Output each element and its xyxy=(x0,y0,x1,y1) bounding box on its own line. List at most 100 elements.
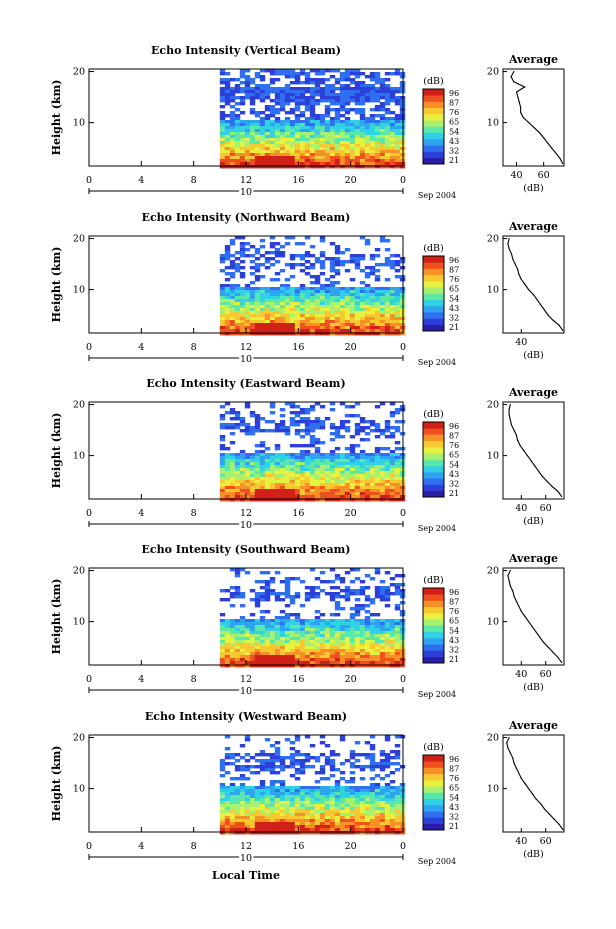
heatmap-cell xyxy=(234,305,241,309)
heatmap-cell xyxy=(229,813,236,817)
heatmap-cell xyxy=(329,762,336,766)
colorbar-swatch xyxy=(423,773,444,781)
heatmap-cell xyxy=(389,138,396,142)
heatmap-cell xyxy=(354,664,361,668)
date-label: Sep 2004 xyxy=(418,524,456,533)
heatmap-cell xyxy=(304,586,311,590)
heatmap-cell xyxy=(389,622,396,626)
heatmap-cell xyxy=(359,141,366,145)
heatmap-cell xyxy=(244,822,251,826)
heatmap-cell xyxy=(324,162,331,166)
heatmap-cell xyxy=(219,768,226,772)
heatmap-cell xyxy=(289,153,296,157)
heatmap-cell xyxy=(354,759,361,763)
heatmap-cell xyxy=(374,486,381,490)
heatmap-cell xyxy=(359,132,366,136)
heatmap-cell xyxy=(329,661,336,665)
heatmap-cell xyxy=(304,254,311,258)
heatmap-cell xyxy=(329,625,336,629)
heatmap-cell xyxy=(394,589,401,593)
heatmap-cell xyxy=(319,795,326,799)
heatmap-cell xyxy=(314,649,321,653)
heatmap-cell xyxy=(309,93,316,97)
profile-point xyxy=(509,752,511,754)
heatmap-cell xyxy=(334,492,341,496)
heatmap-cell xyxy=(299,631,306,635)
heatmap-cell xyxy=(364,290,371,294)
heatmap-cell xyxy=(254,631,261,635)
heatmap-cell xyxy=(294,429,301,433)
heatmap-cell xyxy=(269,652,276,656)
heatmap-cell xyxy=(229,153,236,157)
heatmap-cell xyxy=(264,795,271,799)
heatmap-cell xyxy=(369,296,376,300)
heatmap-cell xyxy=(249,153,256,157)
heatmap-cell xyxy=(234,323,241,327)
heatmap-cell xyxy=(324,477,331,481)
heatmap-cell xyxy=(229,329,236,333)
heatmap-cell xyxy=(259,317,266,321)
heatmap-cell xyxy=(234,153,241,157)
heatmap-cell xyxy=(334,810,341,814)
heatmap-cell xyxy=(379,465,386,469)
heatmap-cell xyxy=(369,323,376,327)
heatmap-cell xyxy=(329,408,336,412)
heatmap-cell xyxy=(339,302,346,306)
heatmap-cell xyxy=(244,254,251,258)
heatmap-cell xyxy=(274,102,281,106)
heatmap-cell xyxy=(339,299,346,303)
heatmap-cell xyxy=(284,804,291,808)
heatmap-cell xyxy=(264,828,271,832)
heatmap-cell xyxy=(329,768,336,772)
heatmap-cell xyxy=(269,780,276,784)
heatmap-cell xyxy=(274,302,281,306)
heatmap-cell xyxy=(244,813,251,817)
heatmap-cell xyxy=(274,750,281,754)
heatmap-cell xyxy=(284,150,291,154)
heatmap-cell xyxy=(384,735,391,739)
heatmap-cell xyxy=(319,320,326,324)
heatmap-cell xyxy=(289,293,296,297)
heatmap-cell xyxy=(359,634,366,638)
heatmap-cell xyxy=(219,625,226,629)
heatmap-cell xyxy=(239,129,246,133)
heatmap-cell xyxy=(354,483,361,487)
heatmap-cell xyxy=(349,299,356,303)
profile-y-tick-label: 20 xyxy=(487,67,499,78)
heatmap-cell xyxy=(274,664,281,668)
heatmap-cell xyxy=(359,438,366,442)
heatmap-cell xyxy=(304,819,311,823)
heatmap-cell xyxy=(364,120,371,124)
heatmap-cell xyxy=(389,462,396,466)
heatmap-cell xyxy=(264,762,271,766)
colorbar-tick-label: 96 xyxy=(449,755,459,764)
heatmap-cell xyxy=(324,744,331,748)
heatmap-cell xyxy=(374,658,381,662)
heatmap-cell xyxy=(249,129,256,133)
heatmap-cell xyxy=(334,81,341,85)
x-tick-label: 12 xyxy=(240,175,252,186)
heatmap-cell xyxy=(309,281,316,285)
heatmap-cell xyxy=(294,108,301,112)
heatmap-cell xyxy=(334,780,341,784)
heatmap-cell xyxy=(334,655,341,659)
heatmap-cell xyxy=(274,144,281,148)
heatmap-cell xyxy=(354,93,361,97)
heatmap-cell xyxy=(299,296,306,300)
heatmap-cell xyxy=(334,305,341,309)
heatmap-cell xyxy=(334,486,341,490)
heatmap-cell xyxy=(219,159,226,163)
heatmap-cell xyxy=(259,87,266,91)
heatmap-cell xyxy=(339,825,346,829)
heatmap-cell xyxy=(379,486,386,490)
heatmap-cell xyxy=(294,147,301,151)
heatmap-cell xyxy=(269,320,276,324)
heatmap-cell xyxy=(334,625,341,629)
heatmap-cell xyxy=(274,135,281,139)
heatmap-cell xyxy=(339,132,346,136)
heatmap-cell xyxy=(354,99,361,103)
heatmap-cell xyxy=(389,828,396,832)
heatmap-cell xyxy=(284,738,291,742)
heatmap-cell xyxy=(294,93,301,97)
heatmap-cell xyxy=(359,426,366,430)
